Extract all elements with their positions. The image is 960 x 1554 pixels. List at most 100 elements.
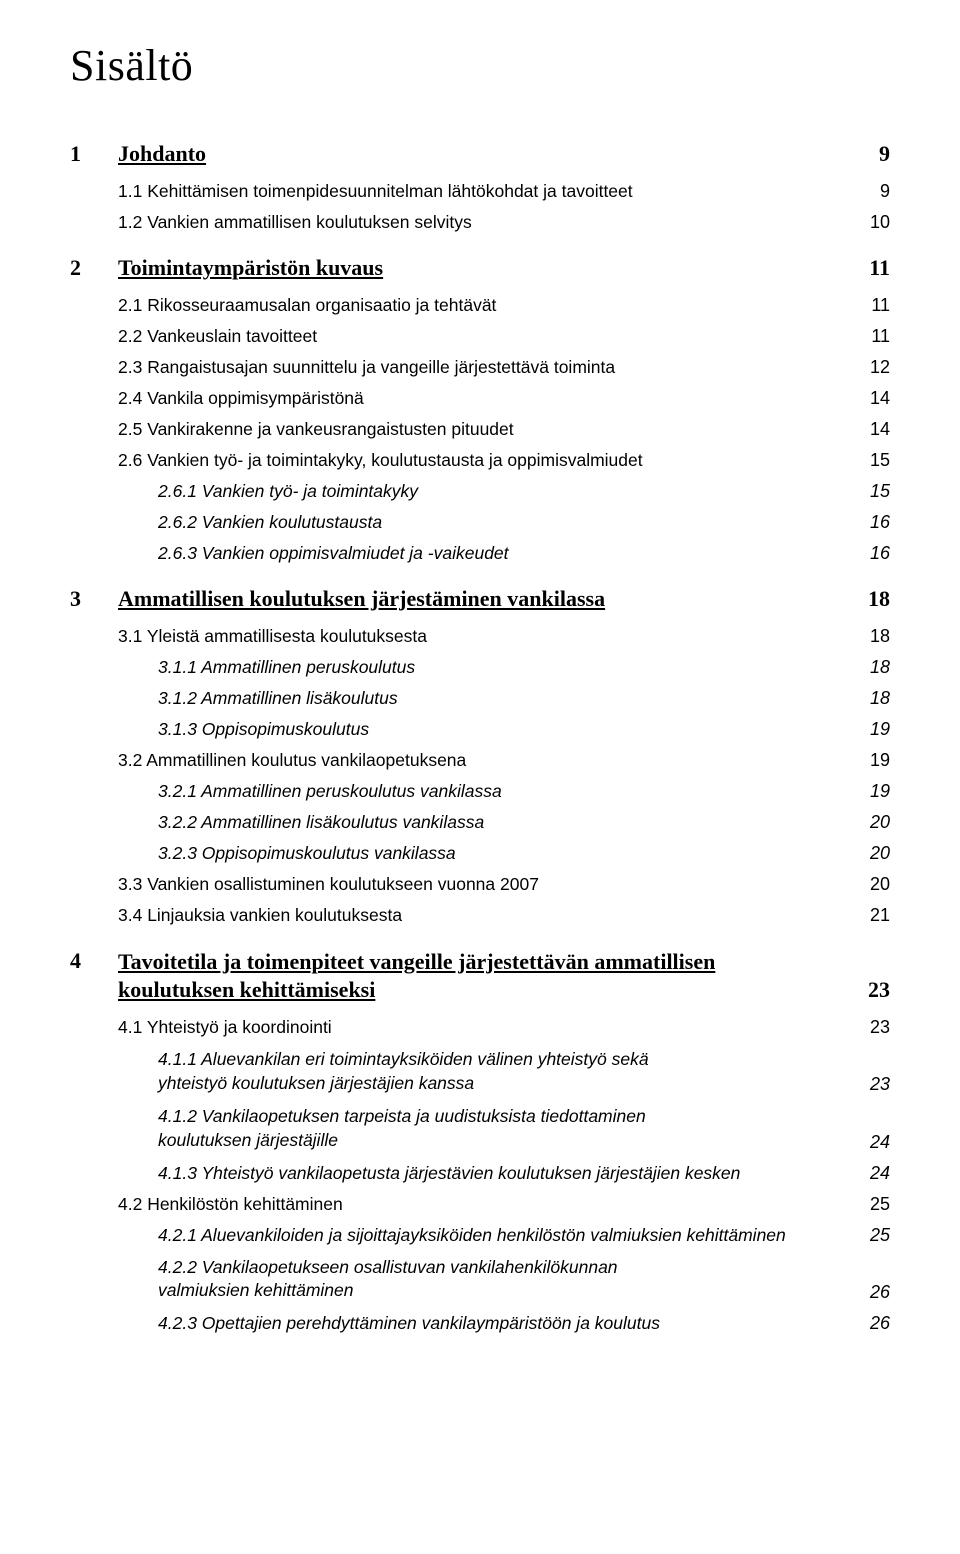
toc-entry: 4.1 Yhteistyö ja koordinointi23	[118, 1017, 890, 1038]
toc-entry: 4.2.1 Aluevankiloiden ja sijoittajayksik…	[158, 1225, 890, 1246]
toc-entry: 4.2 Henkilöstön kehittäminen25	[118, 1194, 890, 1215]
toc-entry-page: 15	[850, 450, 890, 471]
toc-entry-page: 18	[850, 657, 890, 678]
toc-chapter: 1Johdanto 9	[70, 141, 890, 167]
toc-entry-text: 4.2.3 Opettajien perehdyttäminen vankila…	[158, 1313, 850, 1334]
toc-entry-text-line1: 4.2.2 Vankilaopetukseen osallistuvan van…	[158, 1256, 830, 1280]
toc-entry-text: 3.1.3 Oppisopimuskoulutus	[158, 719, 850, 740]
toc-entry-text: 2.4 Vankila oppimisympäristönä	[118, 388, 850, 409]
toc-entry-text: 3.2.1 Ammatillinen peruskoulutus vankila…	[158, 781, 850, 802]
toc-entry-page: 9	[860, 181, 890, 202]
toc-entry-text: 1.2 Vankien ammatillisen koulutuksen sel…	[118, 212, 850, 233]
toc-entry-text: 3.2 Ammatillinen koulutus vankilaopetuks…	[118, 750, 850, 771]
toc-entry-text: 2.6.1 Vankien työ- ja toimintakyky	[158, 481, 850, 502]
toc-entry-text-line1: 4.1.2 Vankilaopetuksen tarpeista ja uudi…	[158, 1105, 830, 1129]
toc-entry-page: 25	[850, 1194, 890, 1215]
toc-entry-text: 3.4 Linjauksia vankien koulutuksesta	[118, 905, 850, 926]
chapter-label: Johdanto	[118, 141, 206, 166]
toc-entry: 2.3 Rangaistusajan suunnittelu ja vangei…	[118, 357, 890, 378]
toc-entry-page: 11	[851, 295, 890, 316]
toc-entry-text: 4.2 Henkilöstön kehittäminen	[118, 1194, 850, 1215]
toc-entry-text: 2.5 Vankirakenne ja vankeusrangaistusten…	[118, 419, 850, 440]
toc-entry: 2.6 Vankien työ- ja toimintakyky, koulut…	[118, 450, 890, 471]
toc-entry-page: 10	[850, 212, 890, 233]
toc-entry-page: 19	[850, 781, 890, 802]
toc-entry-text: 1.1 Kehittämisen toimenpidesuunnitelman …	[118, 181, 860, 202]
toc-entry: 1.1 Kehittämisen toimenpidesuunnitelman …	[118, 181, 890, 202]
toc-entry-text: 4.2.1 Aluevankiloiden ja sijoittajayksik…	[158, 1225, 850, 1246]
toc-entry-text: 2.6.2 Vankien koulutustausta	[158, 512, 850, 533]
toc-entry-text: 2.3 Rangaistusajan suunnittelu ja vangei…	[118, 357, 850, 378]
toc-entry: 3.2.2 Ammatillinen lisäkoulutus vankilas…	[158, 812, 890, 833]
chapter-number: 2	[70, 255, 118, 281]
toc-entry: 2.4 Vankila oppimisympäristönä14	[118, 388, 890, 409]
toc-entry-text: 2.1 Rikosseuraamusalan organisaatio ja t…	[118, 295, 851, 316]
toc-chapter: 4Tavoitetila ja toimenpiteet vangeille j…	[70, 948, 890, 1003]
toc-entry-text: 4.1 Yhteistyö ja koordinointi	[118, 1017, 850, 1038]
toc-entry-page: 23	[850, 1074, 890, 1095]
toc-entry-page: 24	[850, 1163, 890, 1184]
toc-entry: 4.2.3 Opettajien perehdyttäminen vankila…	[158, 1313, 890, 1334]
toc-entry: 3.1.3 Oppisopimuskoulutus19	[158, 719, 890, 740]
toc-entry-text: 3.2.2 Ammatillinen lisäkoulutus vankilas…	[158, 812, 850, 833]
toc-entry-page: 12	[850, 357, 890, 378]
toc-entry-page: 18	[850, 626, 890, 647]
chapter-page: 18	[848, 586, 890, 612]
chapter-page: 23	[848, 977, 890, 1003]
chapter-page: 11	[849, 255, 890, 281]
toc-entry: 4.2.2 Vankilaopetukseen osallistuvan van…	[158, 1256, 890, 1303]
toc-entry-text-line2: koulutuksen järjestäjille	[158, 1129, 830, 1153]
toc-entry-text-line2: valmiuksien kehittäminen	[158, 1279, 830, 1303]
chapter-label: Ammatillisen koulutuksen järjestäminen v…	[118, 586, 605, 611]
table-of-contents: 1Johdanto91.1 Kehittämisen toimenpidesuu…	[70, 141, 890, 1334]
toc-entry-text: 3.1.2 Ammatillinen lisäkoulutus	[158, 688, 850, 709]
toc-entry-page: 26	[850, 1282, 890, 1303]
toc-entry-page: 20	[850, 843, 890, 864]
toc-chapter: 3Ammatillisen koulutuksen järjestäminen …	[70, 586, 890, 612]
toc-entry: 1.2 Vankien ammatillisen koulutuksen sel…	[118, 212, 890, 233]
toc-entry-page: 26	[850, 1313, 890, 1334]
toc-entry-page: 16	[850, 512, 890, 533]
toc-entry-text-line2: yhteistyö koulutuksen järjestäjien kanss…	[158, 1072, 830, 1096]
toc-entry-text-line1: 4.1.1 Aluevankilan eri toimintayksiköide…	[158, 1048, 830, 1072]
toc-entry-page: 25	[850, 1225, 890, 1246]
toc-entry-text: 3.1.1 Ammatillinen peruskoulutus	[158, 657, 850, 678]
toc-entry-text: 3.1 Yleistä ammatillisesta koulutuksesta	[118, 626, 850, 647]
toc-entry: 2.6.2 Vankien koulutustausta16	[158, 512, 890, 533]
toc-entry-page: 14	[850, 388, 890, 409]
toc-entry-text: 2.2 Vankeuslain tavoitteet	[118, 326, 851, 347]
toc-entry-page: 15	[850, 481, 890, 502]
chapter-label: Toimintaympäristön kuvaus	[118, 255, 383, 280]
toc-entry: 2.6.1 Vankien työ- ja toimintakyky15	[158, 481, 890, 502]
toc-entry-page: 21	[850, 905, 890, 926]
toc-entry-page: 20	[850, 874, 890, 895]
toc-entry-text: 2.6 Vankien työ- ja toimintakyky, koulut…	[118, 450, 850, 471]
toc-entry: 3.1 Yleistä ammatillisesta koulutuksesta…	[118, 626, 890, 647]
toc-entry: 2.5 Vankirakenne ja vankeusrangaistusten…	[118, 419, 890, 440]
toc-entry-page: 19	[850, 719, 890, 740]
toc-entry-page: 24	[850, 1132, 890, 1153]
toc-entry-page: 11	[851, 326, 890, 347]
toc-entry-page: 20	[850, 812, 890, 833]
page-title: Sisältö	[70, 40, 890, 91]
toc-entry-text: 3.2.3 Oppisopimuskoulutus vankilassa	[158, 843, 850, 864]
chapter-number: 3	[70, 586, 118, 612]
toc-chapter: 2Toimintaympäristön kuvaus 11	[70, 255, 890, 281]
toc-entry-text: 2.6.3 Vankien oppimisvalmiudet ja -vaike…	[158, 543, 850, 564]
toc-entry: 3.1.2 Ammatillinen lisäkoulutus18	[158, 688, 890, 709]
toc-entry-text: 3.3 Vankien osallistuminen koulutukseen …	[118, 874, 850, 895]
toc-entry: 3.3 Vankien osallistuminen koulutukseen …	[118, 874, 890, 895]
toc-entry: 4.1.3 Yhteistyö vankilaopetusta järjestä…	[158, 1163, 890, 1184]
chapter-page: 9	[859, 141, 890, 167]
chapter-label: Tavoitetila ja toimenpiteet vangeille jä…	[118, 948, 715, 1003]
chapter-number: 4	[70, 948, 118, 1003]
toc-entry: 3.2.1 Ammatillinen peruskoulutus vankila…	[158, 781, 890, 802]
chapter-number: 1	[70, 141, 118, 167]
toc-entry-page: 16	[850, 543, 890, 564]
toc-entry-page: 14	[850, 419, 890, 440]
toc-entry: 2.1 Rikosseuraamusalan organisaatio ja t…	[118, 295, 890, 316]
toc-entry-text: 4.1.3 Yhteistyö vankilaopetusta järjestä…	[158, 1163, 850, 1184]
toc-entry-page: 23	[850, 1017, 890, 1038]
toc-entry-page: 18	[850, 688, 890, 709]
toc-entry: 4.1.1 Aluevankilan eri toimintayksiköide…	[158, 1048, 890, 1095]
